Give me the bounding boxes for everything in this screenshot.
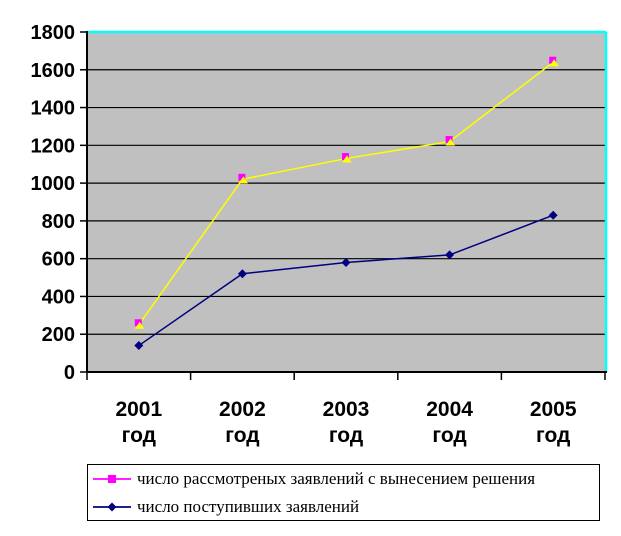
- series-1: [134, 56, 559, 329]
- y-tick-label: 600: [42, 249, 75, 271]
- square-marker: [445, 136, 453, 144]
- diamond-marker: [237, 269, 247, 279]
- triangle-marker: [549, 59, 559, 67]
- square-marker: [342, 153, 349, 161]
- y-tick-label: 1800: [31, 22, 76, 44]
- y-tick-label: 800: [42, 211, 75, 233]
- legend-key-svg: [93, 502, 131, 511]
- y-tick-label: 1600: [31, 60, 76, 82]
- y-tick-label: 200: [42, 324, 75, 346]
- legend-item-received: число поступивших заявлений: [93, 494, 599, 520]
- x-tick-label-year: 2002: [219, 398, 266, 421]
- triangle-marker: [238, 176, 248, 184]
- diamond-marker: [548, 210, 558, 220]
- triangle-marker: [445, 138, 456, 146]
- x-tick-label-unit: год: [122, 424, 156, 447]
- y-tick-label: 1000: [31, 173, 76, 195]
- x-tick-label-year: 2001: [115, 398, 162, 421]
- x-tick-label-unit: год: [225, 424, 259, 447]
- diamond-marker: [134, 341, 144, 351]
- x-tick-label-unit: год: [536, 424, 570, 447]
- square-marker: [549, 56, 557, 64]
- series-2: [134, 210, 558, 351]
- triangle-marker: [342, 155, 352, 163]
- diamond-marker: [341, 257, 351, 267]
- y-tick-label: 0: [64, 362, 75, 384]
- triangle-marker: [134, 321, 145, 329]
- legend: число рассмотреных заявлений с вынесение…: [87, 464, 600, 521]
- y-tick-label: 1400: [31, 98, 76, 120]
- legend-key-svg: [93, 474, 131, 483]
- x-tick-label-unit: год: [329, 424, 363, 447]
- x-tick-label-year: 2005: [530, 398, 577, 421]
- square-marker: [238, 173, 246, 181]
- legend-diamond-marker-icon: [93, 499, 131, 515]
- x-tick-label-unit: год: [432, 424, 466, 447]
- legend-item-reviewed: число рассмотреных заявлений с вынесение…: [93, 466, 599, 492]
- legend-label-received: число поступивших заявлений: [137, 496, 360, 516]
- diamond-marker: [445, 250, 455, 260]
- y-tick-label: 400: [42, 286, 75, 308]
- y-tick-label: 1200: [31, 135, 76, 157]
- legend-label-reviewed: число рассмотреных заявлений с вынесение…: [137, 468, 536, 488]
- x-tick-label-year: 2003: [323, 398, 370, 421]
- legend-square-marker-icon: [93, 471, 131, 487]
- square-marker: [134, 319, 142, 327]
- x-tick-label-year: 2004: [426, 398, 473, 421]
